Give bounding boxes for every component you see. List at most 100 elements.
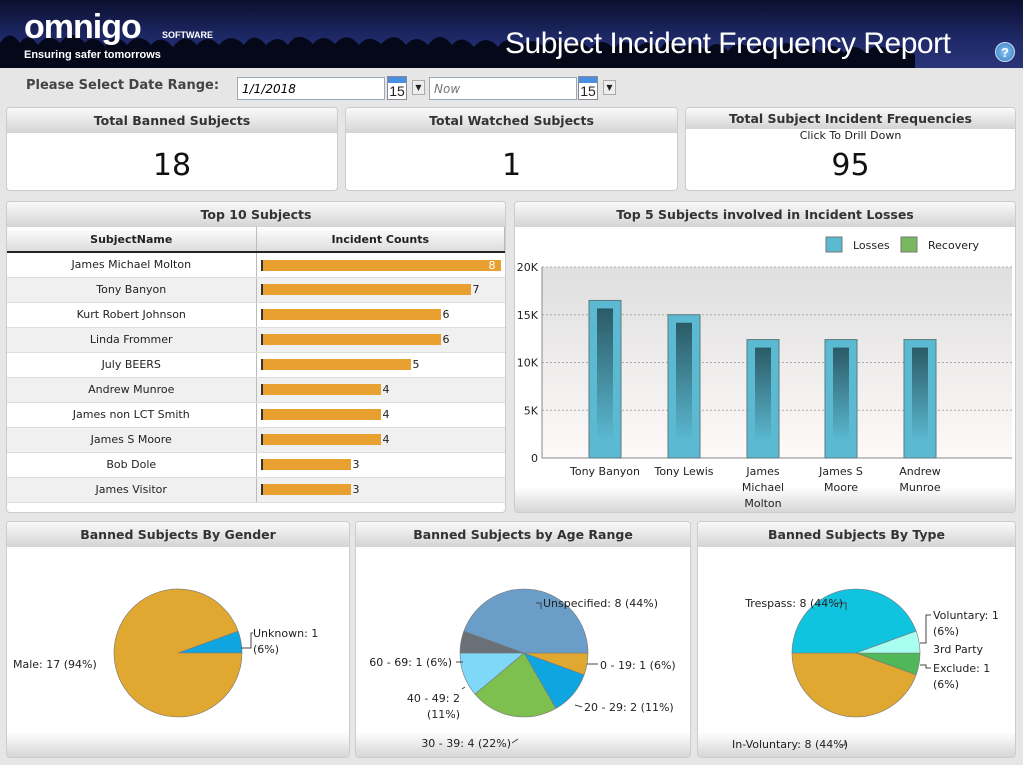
legend-swatch-recovery	[900, 236, 918, 253]
col-subject-name[interactable]: SubjectName	[7, 227, 257, 253]
gender-pie-chart: Unknown: 1 (6%) Male: 17 (94%)	[13, 588, 318, 718]
start-calendar-icon[interactable]: 15	[387, 76, 407, 100]
x-tick-label: Andrew Munroe	[899, 465, 941, 494]
count-value: 7	[472, 283, 480, 297]
count-cell: 7	[256, 277, 505, 303]
count-bar	[260, 284, 471, 296]
subject-name: July BEERS	[7, 352, 257, 378]
pie-slice	[474, 652, 557, 718]
start-date-input[interactable]	[237, 77, 385, 100]
legend-swatch-losses	[825, 236, 843, 253]
type-pie-panel: Banned Subjects By Type Exclude: 1 (6%) In…	[697, 521, 1016, 758]
subject-name: Andrew Munroe	[7, 377, 257, 403]
count-value: 3	[352, 483, 360, 497]
table-row[interactable]: July BEERS 5	[7, 352, 505, 378]
pie-label: In-Voluntary: 8 (44%)	[732, 738, 848, 751]
kpi-total-frequencies[interactable]: Total Subject Incident Frequencies Click…	[685, 107, 1016, 191]
leader-line	[836, 602, 847, 610]
count-bar	[260, 334, 441, 346]
x-tick-label: Tony Lewis	[653, 465, 713, 478]
col-incident-counts[interactable]: Incident Counts	[256, 227, 505, 253]
table-row[interactable]: James S Moore 4	[7, 427, 505, 453]
count-cell: 4	[256, 427, 505, 453]
count-bar	[260, 409, 381, 421]
pie-label-line: Male: 17 (94%)	[13, 658, 97, 671]
pie-label-line: Exclude: 1	[933, 662, 990, 675]
legend-label-losses: Losses	[853, 239, 890, 252]
table-row[interactable]: Linda Frommer 6	[7, 327, 505, 353]
end-calendar-icon[interactable]: 15	[578, 76, 598, 100]
subject-name: James Michael Molton	[7, 252, 257, 278]
pie-label-line: 30 - 39: 4 (22%)	[421, 737, 511, 750]
pie-label: Trespass: 8 (44%)	[744, 597, 843, 610]
y-tick-label: 5K	[524, 404, 539, 417]
table-row[interactable]: James Michael Molton 8	[7, 252, 505, 278]
type-pie-title: Banned Subjects By Type	[698, 522, 1015, 547]
table-row[interactable]: Kurt Robert Johnson 6	[7, 302, 505, 328]
y-tick-label: 0	[531, 452, 538, 465]
pie-label-line: (6%)	[933, 625, 959, 638]
top10-title: Top 10 Subjects	[7, 202, 505, 227]
leader-line	[920, 664, 931, 669]
page-title: Subject Incident Frequency Report	[505, 27, 951, 60]
pie-label-line: In-Voluntary: 8 (44%)	[732, 738, 848, 751]
age-pie-chart: 0 - 19: 1 (6%) 20 - 29: 2 (11%) 30 - 39: 4…	[369, 588, 676, 750]
pie-label: Male: 17 (94%)	[13, 658, 97, 671]
pie-label-line: Unknown: 1	[253, 627, 318, 640]
losses-bar-inner	[833, 347, 849, 442]
pie-label-line: 60 - 69: 1 (6%)	[369, 656, 452, 669]
table-row[interactable]: James Visitor 3	[7, 477, 505, 503]
kpi-value: 1	[501, 148, 522, 183]
count-value: 4	[382, 433, 390, 447]
pie-label-line: Trespass: 8 (44%)	[744, 597, 843, 610]
header-banner: omnigo SOFTWARE Ensuring safer tomorrows…	[0, 0, 1023, 68]
x-tick-line: Michael	[742, 481, 784, 494]
leader-line	[920, 614, 931, 644]
help-icon[interactable]: ?	[995, 42, 1015, 62]
table-row[interactable]: James non LCT Smith 4	[7, 402, 505, 428]
panel-footer	[698, 732, 1015, 757]
x-tick-line: Tony Banyon	[569, 465, 640, 478]
start-dropdown-button[interactable]: ▼	[412, 80, 425, 95]
table-row[interactable]: Andrew Munroe 4	[7, 377, 505, 403]
pie-label-line: (11%)	[427, 708, 460, 721]
count-value: 6	[442, 333, 450, 347]
table-row[interactable]: Bob Dole 3	[7, 452, 505, 478]
count-value: 5	[412, 358, 420, 372]
top10-table: SubjectName Incident Counts James Michae…	[7, 227, 505, 503]
end-dropdown-button[interactable]: ▼	[603, 80, 616, 95]
count-value: 4	[382, 383, 390, 397]
logo-software: SOFTWARE	[162, 30, 213, 40]
kpi-total-banned: Total Banned Subjects 18	[6, 107, 338, 191]
count-value: 4	[382, 408, 390, 422]
y-tick-label: 20K	[517, 261, 539, 274]
count-value: 6	[442, 308, 450, 322]
count-value: 8	[488, 258, 496, 272]
pie-label: Voluntary: 1 (6%)	[933, 609, 999, 638]
leader-line	[841, 740, 846, 746]
pie-label: Unknown: 1 (6%)	[253, 627, 318, 656]
x-tick-line: Tony Lewis	[653, 465, 713, 478]
x-tick-line: Andrew	[899, 465, 941, 478]
pie-label: Unspecified: 8 (44%)	[543, 597, 658, 610]
end-date-input[interactable]	[429, 77, 577, 100]
count-bar	[260, 259, 501, 271]
kpi-title: Total Subject Incident Frequencies	[686, 108, 1015, 129]
losses-bar-inner	[912, 347, 928, 442]
x-tick-label: James Michael Molton	[742, 465, 784, 510]
date-range-label: Please Select Date Range:	[26, 78, 220, 93]
leader-line	[574, 704, 583, 708]
table-row[interactable]: Tony Banyon 7	[7, 277, 505, 303]
count-value: 3	[352, 458, 360, 472]
pie-label: 30 - 39: 4 (22%)	[421, 737, 511, 750]
losses-bar-inner	[755, 347, 771, 442]
pie-label: Exclude: 1 (6%)	[933, 662, 990, 691]
pie-label: 60 - 69: 1 (6%)	[369, 656, 452, 669]
losses-bar-inner	[676, 322, 692, 442]
pie-slice	[855, 630, 921, 654]
age-pie-panel: Banned Subjects by Age Range 0 - 19: 1 (…	[355, 521, 691, 758]
count-cell: 3	[256, 477, 505, 503]
pie-label: 40 - 49: 2 (11%)	[407, 692, 460, 721]
panel-footer	[515, 487, 1015, 512]
pie-slice	[113, 588, 243, 718]
